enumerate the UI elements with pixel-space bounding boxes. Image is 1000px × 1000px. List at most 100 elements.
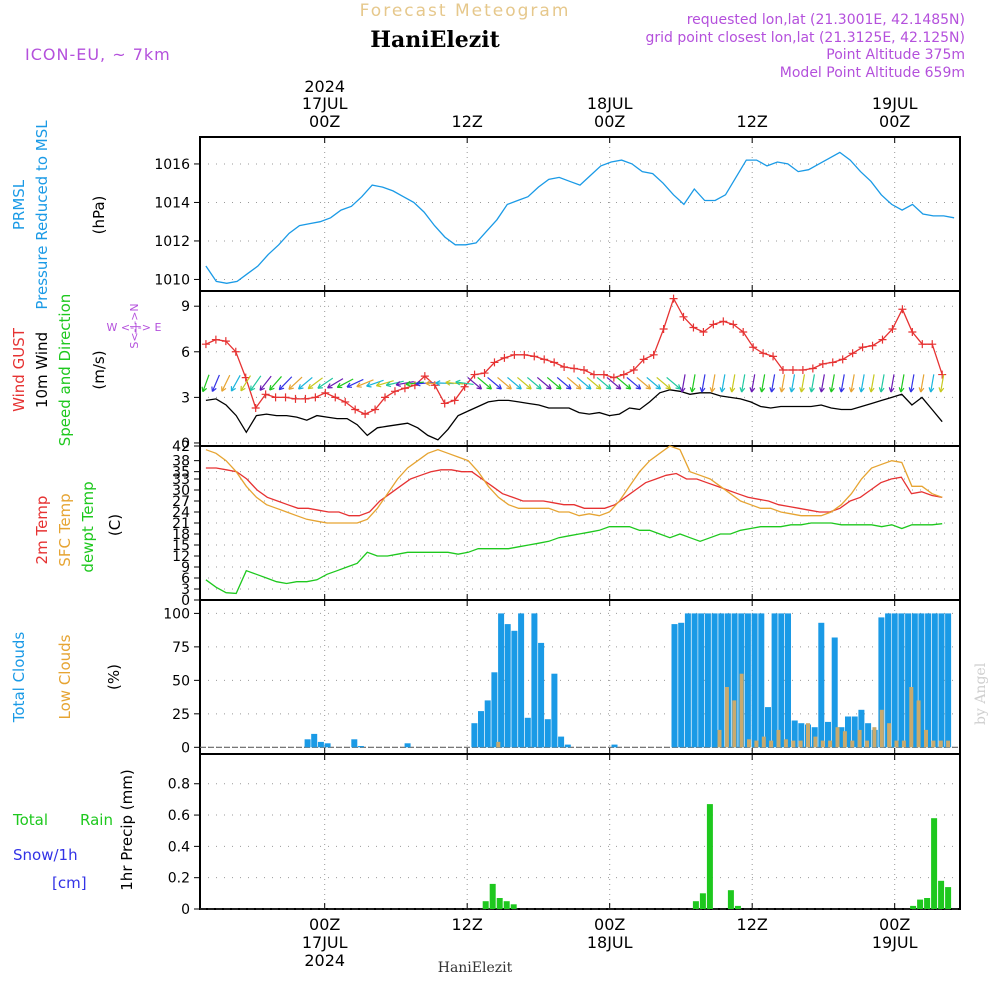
gust-marker (430, 381, 439, 390)
bar-total-clouds (678, 622, 685, 748)
bottom-date-label: 18JUL (587, 933, 633, 952)
wind-arrow (536, 376, 552, 390)
y-tick-label: 12 (172, 549, 190, 565)
gust-marker (798, 366, 807, 375)
bar-total-clouds (918, 613, 925, 748)
bar-total-clouds (905, 613, 912, 748)
wind-arrow-head (868, 387, 875, 393)
bar-low-clouds (783, 739, 788, 748)
top-hour-label: 12Z (737, 112, 768, 131)
top-date-label: 17JUL (302, 94, 348, 113)
bar-total-clouds (698, 613, 705, 748)
bar-low-clouds (872, 727, 877, 748)
wind-arrow-head (230, 386, 236, 392)
wind-label-1: Wind GUST (10, 327, 28, 412)
wind-arrow-head (546, 384, 552, 390)
wind-arrow-head (346, 382, 353, 388)
wind-arrow (691, 374, 696, 393)
bar-total-rain (482, 901, 489, 909)
bar-total-clouds (878, 617, 885, 748)
bar-low-clouds (842, 731, 847, 748)
bar-total-clouds (671, 624, 678, 748)
bar-total-clouds (744, 613, 751, 748)
wind-arrow-head (918, 387, 925, 393)
bar-total-clouds (317, 741, 324, 748)
gust-marker (719, 317, 728, 326)
bar-total-rain (727, 890, 734, 909)
wind-arrow-head (645, 384, 652, 390)
bar-low-clouds (717, 729, 722, 748)
y-tick-label: 27 (172, 494, 190, 510)
wind-arrow (259, 375, 272, 391)
gust-marker (589, 370, 598, 379)
bar-total-clouds (518, 613, 525, 748)
bottom-hour-label: 00Z (879, 915, 910, 934)
series-2m-temp-line (205, 467, 943, 517)
wind-arrow-head (486, 384, 492, 390)
gust-marker (759, 349, 768, 358)
wind-arrow-head (565, 384, 572, 390)
gust-marker (211, 335, 220, 344)
wind-arrow-head (526, 384, 532, 390)
y-tick-label: 9 (181, 299, 190, 315)
bar-total-clouds (885, 613, 892, 748)
bar-total-rain (699, 893, 706, 909)
bar-total-clouds (845, 716, 851, 748)
gust-marker (599, 370, 608, 379)
y-tick-label: 9 (181, 560, 190, 576)
y-tick-label: 33 (172, 472, 190, 488)
gust-marker (480, 369, 489, 378)
wind-arrow (606, 376, 622, 390)
panel-frame-pressure (199, 136, 961, 292)
gust-marker (440, 399, 449, 408)
bar-total-clouds (798, 723, 805, 748)
wind-arrow (920, 374, 925, 393)
wind-arrow (820, 374, 825, 393)
bar-total-clouds (558, 736, 565, 748)
wind-arrow-head (405, 380, 411, 387)
wind-arrow-head (278, 384, 285, 391)
wind-arrow-head (729, 387, 736, 393)
bar-total-clouds (751, 613, 758, 748)
wind-arrow (405, 381, 424, 385)
bar-total-clouds (538, 642, 545, 748)
wind-arrow-head (679, 387, 686, 393)
wind-arrow (487, 376, 502, 390)
gust-marker (619, 370, 628, 379)
wind-arrow-head (240, 385, 246, 392)
meteogram-title: Forecast Meteogram (360, 1, 571, 21)
gust-marker (689, 323, 698, 332)
wind-arrow (546, 376, 562, 390)
gust-marker (878, 335, 887, 344)
y-tick-label: 0.2 (168, 871, 190, 887)
wind-arrow (566, 376, 582, 390)
gust-marker (361, 410, 370, 419)
bar-total-rain (734, 905, 741, 909)
bar-total-rain (924, 898, 931, 909)
bar-total-clouds (544, 719, 551, 748)
bar-total-clouds (765, 707, 771, 748)
wind-arrow-head (739, 387, 746, 393)
bottom-year-label: 2024 (304, 951, 345, 970)
bottom-date-label: 19JUL (872, 933, 918, 952)
pressure-label-1: PRMSL (10, 179, 28, 230)
y-tick-label: 18 (172, 527, 190, 543)
gust-marker (510, 350, 519, 359)
bar-low-clouds (791, 740, 796, 748)
gust-marker (679, 312, 688, 321)
wind-arrow (507, 376, 522, 390)
precip-label-snow: Snow/1h (13, 846, 78, 864)
gust-marker (550, 358, 559, 367)
gust-marker (908, 328, 917, 337)
bar-low-clouds (496, 741, 501, 748)
series-prmsl-line (205, 151, 955, 284)
wind-arrow-head (665, 384, 672, 390)
wind-arrow (880, 374, 885, 393)
wind-arrow-head (425, 380, 431, 387)
wind-arrow (556, 376, 572, 390)
wind-arrow (317, 377, 334, 389)
wind-arrow-head (516, 384, 522, 390)
bar-total-rain (931, 818, 938, 909)
gust-marker (281, 393, 290, 402)
bar-total-rain (910, 905, 917, 909)
